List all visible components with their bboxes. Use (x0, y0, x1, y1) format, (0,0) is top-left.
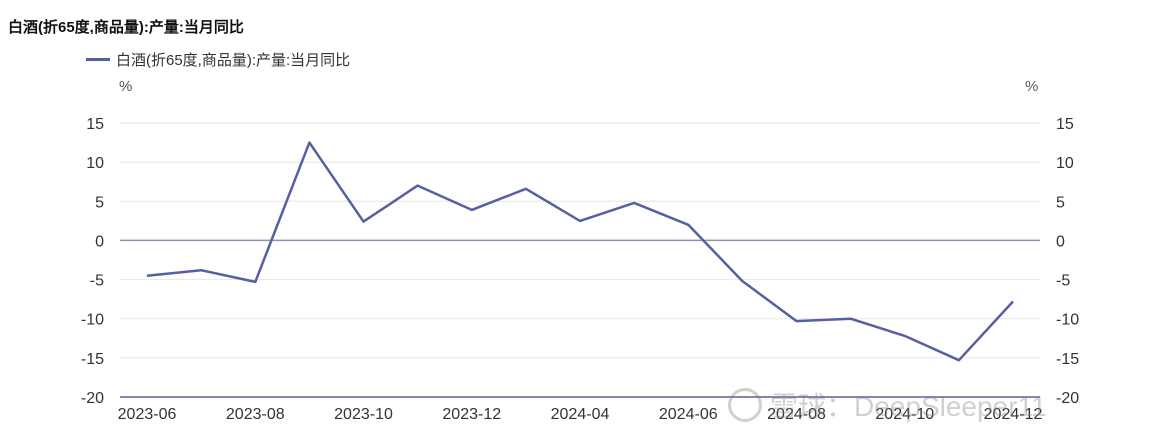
y-tick-label-left: 5 (95, 194, 104, 211)
x-tick-label: 2024-08 (767, 406, 826, 423)
x-tick-label: 2023-10 (334, 406, 393, 423)
y-tick-label-left: -15 (81, 351, 104, 368)
x-tick-label: 2024-06 (659, 406, 718, 423)
x-tick-label: 2023-06 (118, 406, 177, 423)
y-tick-label-left: -5 (90, 273, 104, 290)
legend: 白酒(折65度,商品量):产量:当月同比 (86, 49, 350, 70)
x-tick-label: 2024-12 (984, 406, 1043, 423)
y-tick-label-right: 5 (1056, 194, 1065, 211)
y-tick-label-right: -10 (1056, 312, 1079, 329)
x-tick-label: 2024-04 (551, 406, 610, 423)
legend-swatch (86, 58, 110, 61)
y-axis-unit-right: % (1025, 78, 1039, 95)
y-tick-label-right: -5 (1056, 273, 1070, 290)
x-tick-label: 2024-10 (875, 406, 934, 423)
y-tick-label-right: 15 (1056, 116, 1074, 133)
y-tick-label-left: 15 (86, 116, 104, 133)
xueqiu-logo-icon (728, 388, 762, 422)
y-axis-unit-left: % (119, 78, 133, 95)
y-tick-label-left: 0 (95, 233, 104, 250)
y-tick-label-right: 0 (1056, 233, 1065, 250)
watermark: 雪球：DeepSleeper11 (728, 385, 1047, 425)
y-tick-label-right: -15 (1056, 351, 1079, 368)
legend-label: 白酒(折65度,商品量):产量:当月同比 (116, 52, 351, 69)
y-tick-label-left: -20 (81, 390, 104, 407)
y-tick-label-left: 10 (86, 155, 104, 172)
chart-title: 白酒(折65度,商品量):产量:当月同比 (8, 19, 244, 36)
y-tick-label-left: -10 (81, 312, 104, 329)
y-tick-label-right: -20 (1056, 390, 1079, 407)
series-line (146, 141, 1014, 362)
y-tick-label-right: 10 (1056, 155, 1074, 172)
x-tick-label: 2023-12 (442, 406, 501, 423)
watermark-text: 雪球：DeepSleeper11 (770, 391, 1047, 422)
x-tick-label: 2023-08 (226, 406, 285, 423)
